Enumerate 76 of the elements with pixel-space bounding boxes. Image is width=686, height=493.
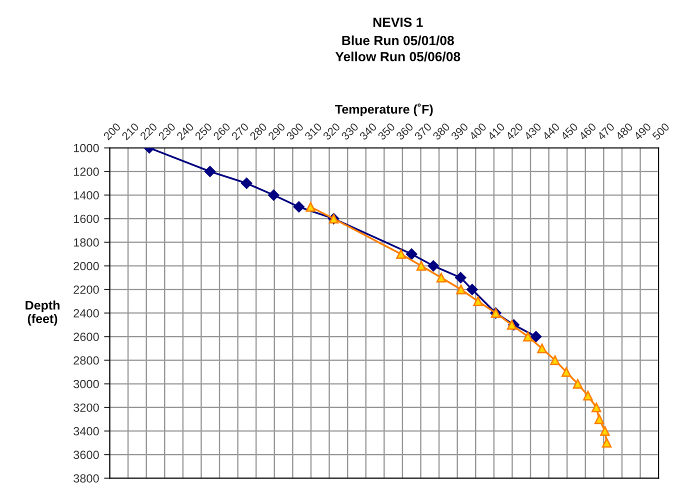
y-tick-label: 3800	[74, 474, 99, 483]
x-tick-label: 220	[140, 122, 158, 140]
point	[466, 284, 478, 296]
x-tick-label: 460	[578, 122, 597, 141]
x-tick-label: 390	[450, 122, 469, 140]
y-tick-label: 3000	[74, 380, 99, 388]
y-tick-label: 2000	[74, 262, 99, 270]
point	[602, 438, 612, 448]
x-tick-label: 200	[103, 122, 122, 140]
x-tick-label: 490	[633, 122, 652, 141]
x-tick-label: 330	[340, 122, 359, 140]
x-tick-label: 310	[304, 122, 322, 140]
chart-subtitle: Blue Run 05/01/08 Yellow Run 05/06/08	[335, 35, 460, 62]
y-tick-label: 1800	[74, 238, 99, 247]
x-tick-label: 240	[176, 122, 194, 140]
x-tick-label: 360	[396, 122, 414, 140]
x-tick-label: 250	[194, 122, 212, 140]
x-tick-label: 270	[231, 122, 250, 140]
point	[583, 390, 593, 400]
y-tick-label: 3200	[74, 403, 99, 412]
y-tick-label: 1600	[74, 214, 99, 224]
y-tick-label: 3600	[74, 450, 99, 460]
point	[436, 272, 446, 283]
x-tick-label: 350	[377, 122, 396, 140]
y-axis-title: Depth (feet)	[26, 300, 60, 326]
point	[306, 202, 316, 212]
x-tick-label: 300	[286, 122, 304, 140]
y-tick-label: 3400	[74, 427, 99, 436]
point	[572, 378, 583, 389]
point	[455, 272, 466, 284]
x-tick-label: 480	[615, 122, 634, 141]
x-tick-label: 400	[468, 122, 487, 141]
x-axis-title: Temperature (˚F)	[335, 104, 433, 116]
x-tick-label: 500	[652, 122, 670, 140]
x-tick-label: 260	[212, 122, 231, 140]
y-tick-label: 2600	[74, 332, 99, 342]
point	[550, 355, 560, 366]
x-tick-label: 320	[322, 122, 341, 140]
point	[204, 166, 216, 178]
point	[473, 296, 483, 306]
point	[530, 331, 542, 342]
point	[562, 367, 572, 377]
chart-title: NEVIS 1	[373, 18, 423, 27]
x-tick-label: 280	[249, 122, 268, 140]
x-tick-label: 450	[560, 122, 578, 141]
point	[396, 249, 406, 259]
point	[240, 178, 252, 189]
x-tick-label: 410	[486, 122, 506, 141]
point	[523, 332, 533, 342]
point	[406, 248, 418, 260]
x-tick-label: 290	[268, 122, 286, 140]
point	[293, 201, 305, 212]
x-tick-label: 230	[158, 122, 176, 140]
y-tick-label: 2200	[74, 285, 99, 294]
point	[537, 344, 547, 354]
point	[428, 260, 439, 272]
point	[416, 261, 426, 271]
point	[594, 414, 604, 424]
point	[268, 189, 280, 201]
y-tick-label: 1400	[74, 191, 99, 200]
x-tick-label: 470	[596, 122, 615, 141]
y-tick-label: 2400	[74, 309, 99, 318]
x-tick-label: 370	[414, 122, 432, 140]
point	[592, 402, 602, 412]
x-tick-label: 340	[359, 122, 378, 140]
point	[506, 320, 517, 330]
point	[456, 284, 466, 294]
x-tick-label: 430	[524, 122, 542, 141]
y-tick-label: 1200	[74, 168, 99, 176]
y-tick-label: 2800	[74, 356, 99, 365]
x-tick-label: 380	[432, 122, 450, 140]
y-tick-label: 1000	[74, 144, 99, 152]
point	[600, 426, 610, 436]
x-tick-label: 440	[542, 122, 560, 141]
x-tick-label: 420	[505, 122, 524, 141]
x-tick-label: 210	[121, 122, 140, 140]
